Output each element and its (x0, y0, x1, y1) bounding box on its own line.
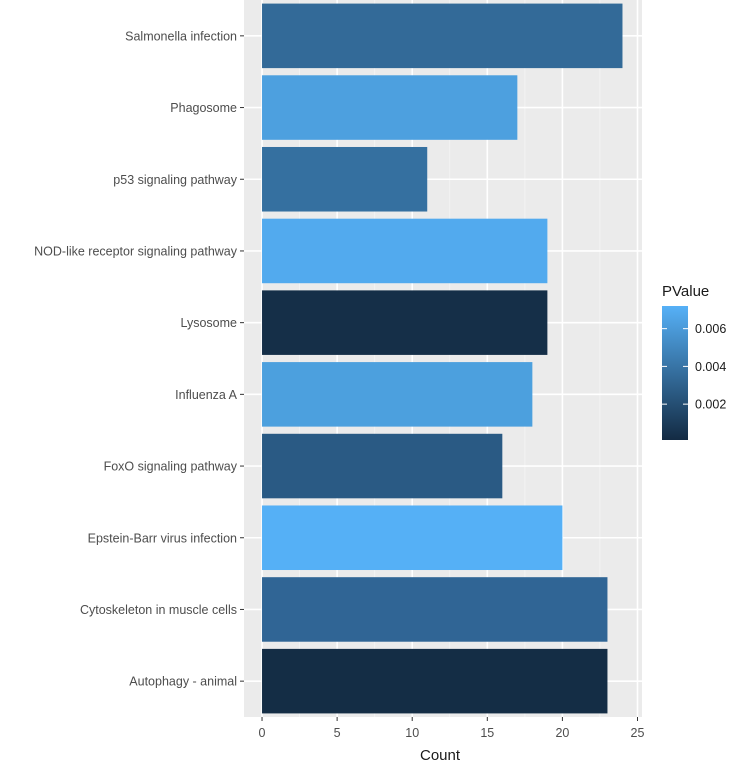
bar (262, 146, 428, 212)
bar (262, 75, 518, 140)
x-tick-label: 0 (259, 726, 266, 740)
y-tick-label: Salmonella infection (125, 29, 237, 43)
legend-title: PValue (662, 283, 709, 300)
x-tick-label: 5 (334, 726, 341, 740)
y-tick-label: Cytoskeleton in muscle cells (80, 603, 237, 617)
bar (262, 577, 608, 642)
y-tick-label: Epstein-Barr virus infection (88, 531, 237, 545)
bar (262, 433, 503, 499)
x-tick-label: 10 (405, 726, 419, 740)
bars (262, 3, 623, 714)
y-tick-label: Lysosome (180, 316, 237, 330)
bar (262, 362, 533, 427)
legend-tick-label: 0.002 (695, 398, 726, 412)
y-tick-label: Influenza A (175, 388, 238, 402)
y-tick-label: FoxO signaling pathway (104, 460, 238, 474)
bar (262, 218, 548, 284)
x-tick-label: 25 (631, 726, 645, 740)
y-tick-label: p53 signaling pathway (113, 173, 237, 187)
legend-tick-label: 0.006 (695, 322, 726, 336)
bar (262, 648, 608, 714)
y-tick-label: Phagosome (170, 101, 237, 115)
x-axis-title: Count (420, 747, 461, 764)
bar (262, 3, 623, 69)
y-tick-label: NOD-like receptor signaling pathway (34, 244, 238, 258)
legend-tick-label: 0.004 (695, 360, 726, 374)
y-axis: Salmonella infection Phagosome p53 signali… (34, 29, 244, 689)
x-tick-label: 15 (480, 726, 494, 740)
legend-colorbar (662, 306, 688, 440)
bar (262, 290, 548, 355)
x-tick-label: 20 (555, 726, 569, 740)
y-tick-label: Autophagy - animal (129, 675, 237, 689)
x-axis: 0 5 10 15 20 25 (259, 717, 645, 740)
legend: PValue 0.006 0.004 0.002 (662, 283, 726, 440)
bar (262, 505, 563, 571)
